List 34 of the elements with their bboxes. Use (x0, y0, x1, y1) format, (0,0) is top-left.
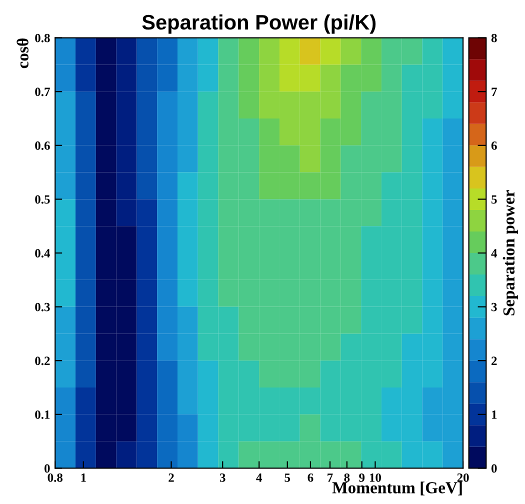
x-tick-label: 7 (328, 474, 333, 482)
y-tick-label: 0 (44, 464, 50, 473)
color-bar-label: 0 (491, 464, 497, 473)
x-tick-label: 8 (344, 473, 350, 482)
y-tick-label: 0.3 (35, 302, 50, 312)
y-tick-label: 0.6 (35, 141, 50, 150)
color-bar-label: 4 (491, 249, 498, 258)
x-tick-label: 3 (220, 473, 226, 482)
y-axis-title: cosθ (16, 38, 28, 68)
x-tick-label: 6 (308, 473, 314, 482)
y-tick-label: 0.1 (35, 410, 50, 419)
x-tick-label: 1 (81, 474, 86, 482)
x-tick-label: 4 (256, 474, 262, 482)
x-axis-title: Momentum [GeV] (332, 482, 462, 496)
color-bar-label: 7 (492, 88, 497, 96)
x-tick-label: 9 (359, 473, 365, 482)
x-tick-label: 20 (457, 473, 469, 482)
color-bar-label: 8 (491, 34, 497, 42)
color-bar-title: Separation power (502, 190, 518, 316)
y-tick-label: 0.4 (35, 249, 50, 258)
x-tick-label: 0.8 (48, 473, 63, 482)
color-bar-label: 3 (491, 302, 497, 312)
x-tick-label: 5 (284, 474, 290, 482)
color-bar-label: 5 (492, 195, 497, 204)
color-bar-label: 6 (491, 141, 497, 150)
color-bar-label: 2 (492, 356, 497, 365)
chart-title: Separation Power (pi/K) (142, 14, 376, 34)
y-tick-label: 0.7 (35, 88, 50, 96)
x-tick-label: 10 (370, 473, 381, 482)
x-tick-label: 2 (168, 473, 174, 482)
y-tick-label: 0.8 (35, 34, 50, 42)
y-tick-label: 0.2 (35, 356, 50, 366)
color-bar-label: 1 (492, 410, 497, 419)
y-tick-label: 0.5 (35, 195, 50, 204)
